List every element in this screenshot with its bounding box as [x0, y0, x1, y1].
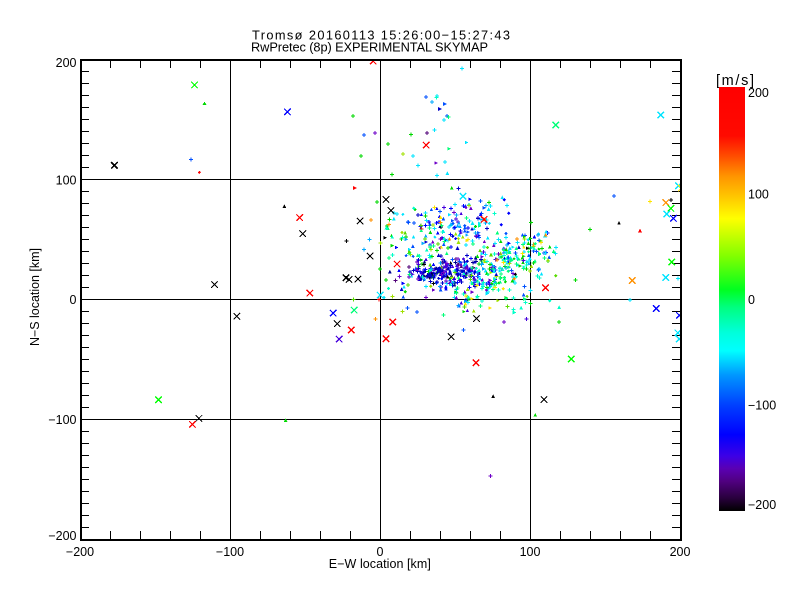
svg-text:−200: −200: [748, 498, 776, 512]
svg-text:0: 0: [748, 293, 755, 307]
svg-text:RwPretec (8p) EXPERIMENTAL SKY: RwPretec (8p) EXPERIMENTAL SKYMAP: [251, 40, 488, 55]
svg-text:−200: −200: [48, 529, 76, 543]
svg-text:0: 0: [70, 293, 77, 307]
svg-text:100: 100: [748, 188, 769, 202]
svg-text:Tromsø 20160113 15:26:00−15:27: Tromsø 20160113 15:26:00−15:27:43: [252, 28, 510, 43]
svg-text:200: 200: [56, 56, 77, 70]
svg-text:[m/s]: [m/s]: [716, 73, 754, 89]
svg-text:200: 200: [670, 545, 691, 559]
svg-text:−200: −200: [66, 545, 94, 559]
svg-text:−100: −100: [216, 545, 244, 559]
svg-text:100: 100: [520, 545, 541, 559]
svg-text:100: 100: [56, 174, 77, 188]
svg-text:N−S location [km]: N−S location [km]: [28, 248, 42, 346]
svg-text:200: 200: [748, 86, 769, 100]
svg-text:E−W location [km]: E−W location [km]: [329, 557, 431, 571]
svg-text:0: 0: [377, 545, 384, 559]
svg-text:−100: −100: [48, 413, 76, 427]
svg-text:−100: −100: [748, 399, 776, 413]
